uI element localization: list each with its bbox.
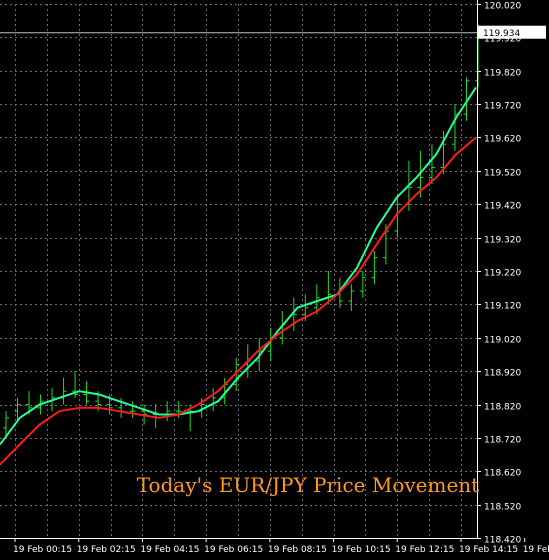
x-tick-label: 19 Feb 08:15 <box>268 545 327 555</box>
y-tick-label: 119.320 <box>484 236 521 246</box>
y-tick-label: 119.620 <box>484 135 521 145</box>
x-tick-label: 19 Feb 12:15 <box>395 545 454 555</box>
y-tick-label: 118.420 <box>484 536 521 546</box>
y-tick-label: 119.020 <box>484 336 521 346</box>
grid <box>0 4 477 539</box>
y-tick-label: 119.520 <box>484 169 521 179</box>
y-tick-label: 119.820 <box>484 69 521 79</box>
x-tick-label: 19 Feb 02:15 <box>77 545 136 555</box>
x-tick-label: 19 Feb 06:15 <box>204 545 263 555</box>
y-tick-label: 118.520 <box>484 503 521 513</box>
chart-annotation: Today's EUR/JPY Price Movement <box>137 473 479 497</box>
y-tick-label: 118.920 <box>484 369 521 379</box>
x-tick-label: 19 Feb 10:15 <box>332 545 391 555</box>
x-tick-label: 19 Feb 14:15 <box>459 545 518 555</box>
x-tick-label: 19 Feb 16:15 <box>523 545 549 555</box>
y-tick-label: 119.720 <box>484 102 521 112</box>
y-tick-label: 119.420 <box>484 202 521 212</box>
y-tick-label: 119.220 <box>484 269 521 279</box>
x-tick-label: 19 Feb 04:15 <box>140 545 199 555</box>
slow-moving-average-line <box>0 136 477 466</box>
fast-moving-average-line <box>0 86 477 446</box>
moving-averages <box>0 86 477 466</box>
y-tick-label: 118.620 <box>484 469 521 479</box>
y-tick-label: 120.020 <box>484 2 521 12</box>
x-tick-label: 19 Feb 00:15 <box>13 545 72 555</box>
y-tick-label: 119.120 <box>484 302 521 312</box>
current-price-label: 119.934 <box>483 29 520 39</box>
y-tick-label: 118.720 <box>484 436 521 446</box>
current-price-box <box>478 25 546 39</box>
y-tick-label: 119.920 <box>484 35 521 45</box>
y-tick-label: 118.820 <box>484 403 521 413</box>
